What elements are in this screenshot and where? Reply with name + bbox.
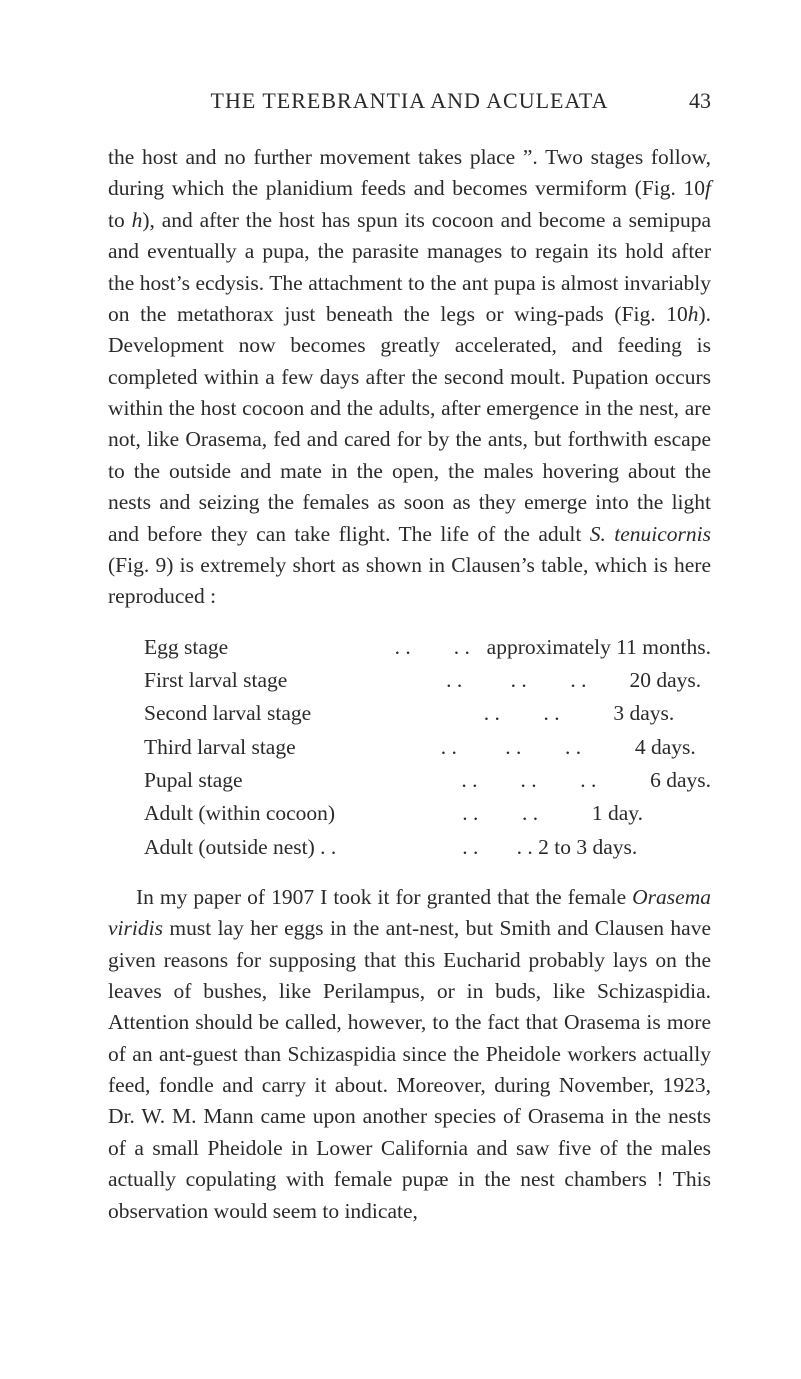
paragraph-2: In my paper of 1907 I took it for grante…	[108, 882, 711, 1227]
stage-duration: . . 3 days.	[506, 697, 674, 730]
stage-label: Adult (outside nest) . .	[144, 831, 424, 864]
leader-dots: . . . .	[391, 764, 543, 797]
page-number: 43	[689, 88, 711, 114]
life-stage-table: Egg stage . . . . approximately 11 month…	[144, 631, 711, 864]
stage-duration: . . 1 day.	[484, 797, 643, 830]
table-row: Second larval stage . . . . 3 days.	[144, 697, 711, 730]
stage-label: Egg stage	[144, 631, 362, 664]
stage-duration: . . 4 days.	[527, 731, 695, 764]
table-row: Egg stage . . . . approximately 11 month…	[144, 631, 711, 664]
stage-duration: . . 20 days.	[533, 664, 701, 697]
leader-dots: . .	[424, 797, 484, 830]
stage-label: First larval stage	[144, 664, 424, 697]
leader-dots: . . . .	[424, 731, 527, 764]
table-row: Adult (outside nest) . . . . . . 2 to 3 …	[144, 831, 711, 864]
page-root: THE TEREBRANTIA AND ACULEATA 43 the host…	[0, 0, 801, 1379]
table-row: Adult (within cocoon) . . . . 1 day.	[144, 797, 711, 830]
table-row: Third larval stage . . . . . . 4 days.	[144, 731, 711, 764]
table-row: Pupal stage . . . . . . 6 days.	[144, 764, 711, 797]
stage-duration: . . 2 to 3 days.	[484, 831, 637, 864]
leader-dots: . .	[424, 697, 506, 730]
leader-dots: . . . .	[362, 631, 476, 664]
stage-label: Adult (within cocoon)	[144, 797, 424, 830]
stage-label: Second larval stage	[144, 697, 424, 730]
stage-label: Pupal stage	[144, 764, 391, 797]
leader-dots: . .	[424, 831, 484, 864]
leader-dots: . . . .	[424, 664, 533, 697]
page-header: THE TEREBRANTIA AND ACULEATA 43	[108, 88, 711, 114]
stage-duration: approximately 11 months.	[476, 631, 711, 664]
table-row: First larval stage . . . . . . 20 days.	[144, 664, 711, 697]
stage-label: Third larval stage	[144, 731, 424, 764]
running-title: THE TEREBRANTIA AND ACULEATA	[211, 88, 609, 114]
stage-duration: . . 6 days.	[543, 764, 711, 797]
paragraph-1: the host and no further movement takes p…	[108, 142, 711, 613]
